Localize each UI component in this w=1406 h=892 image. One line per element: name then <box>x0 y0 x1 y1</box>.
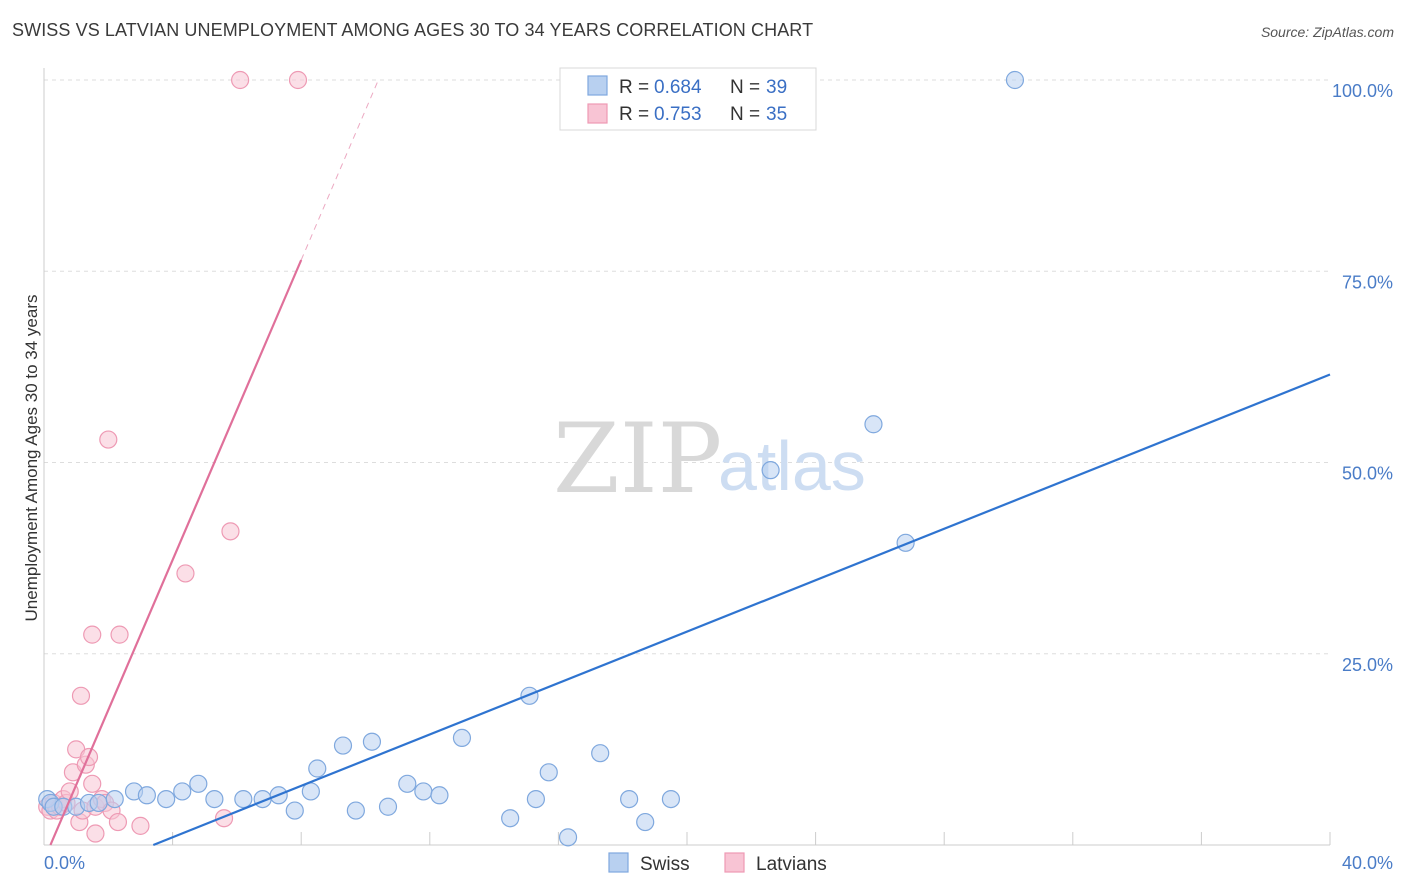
swiss-point-12 <box>189 774 208 793</box>
latvian-points <box>38 70 308 843</box>
latvian-point-30 <box>288 70 308 90</box>
swiss-trend-line <box>152 373 1331 847</box>
swiss-point-14 <box>234 789 253 809</box>
latvian-point-12 <box>71 686 91 705</box>
swiss-points <box>38 70 1025 847</box>
swiss-point-38 <box>864 415 883 434</box>
swiss-point-33 <box>591 744 610 763</box>
swiss-point-6 <box>89 793 108 813</box>
latvian-point-26 <box>176 564 195 583</box>
legend-swatch-latvians <box>587 103 608 124</box>
swiss-point-36 <box>661 789 681 809</box>
legend-n-value-latvians: 35 <box>766 104 787 125</box>
latvian-point-15 <box>83 774 102 793</box>
swiss-point-21 <box>346 801 365 820</box>
latvian-point-28 <box>221 522 240 541</box>
legend-box: R = 0.684 N = 39 R = 0.753 N = 35 <box>559 67 817 131</box>
swiss-point-11 <box>173 782 192 801</box>
bottom-legend-swatch-latvians <box>724 852 745 873</box>
y-tick-label-1: 50.0% <box>1342 464 1393 484</box>
latvian-point-23 <box>108 812 128 832</box>
y-axis-label: Unemployment Among Ages 30 to 34 years <box>22 295 41 622</box>
y-tick-labels: 25.0% 50.0% 75.0% 100.0% <box>1332 81 1393 675</box>
swiss-point-28 <box>501 809 520 828</box>
swiss-point-13 <box>205 789 224 809</box>
swiss-point-35 <box>636 812 655 832</box>
latvian-point-25 <box>131 816 150 835</box>
legend-r-value-swiss: 0.684 <box>654 77 702 98</box>
swiss-point-9 <box>137 786 156 805</box>
swiss-point-10 <box>157 789 176 809</box>
swiss-point-37 <box>761 461 780 480</box>
bottom-legend-label-swiss: Swiss <box>640 854 690 875</box>
swiss-point-24 <box>398 774 417 793</box>
latvian-point-29 <box>231 70 250 90</box>
chart-title: SWISS VS LATVIAN UNEMPLOYMENT AMONG AGES… <box>12 20 814 40</box>
swiss-point-30 <box>526 789 545 809</box>
trend-lines <box>49 79 1331 847</box>
legend-swatch-swiss <box>587 75 608 96</box>
legend-r-value-latvians: 0.753 <box>654 104 702 125</box>
axes <box>43 68 1331 846</box>
legend-n-label-latvians: N = <box>730 104 760 125</box>
swiss-point-19 <box>308 759 327 778</box>
y-tick-label-3: 100.0% <box>1332 81 1393 101</box>
latvian-point-24 <box>110 625 129 644</box>
y-tick-label-2: 75.0% <box>1342 272 1393 292</box>
x-tick-label-0: 0.0% <box>44 853 85 873</box>
y-tick-label-0: 25.0% <box>1342 655 1393 675</box>
swiss-point-20 <box>333 736 353 755</box>
swiss-point-27 <box>452 728 472 748</box>
x-tick-labels: 0.0% 40.0% <box>44 853 1393 873</box>
latvian-trend-extension <box>300 79 379 261</box>
watermark: ZIP atlas <box>553 403 866 515</box>
swiss-point-26 <box>430 786 449 805</box>
swiss-point-23 <box>378 797 398 816</box>
latvian-point-21 <box>99 430 118 449</box>
bottom-legend: Swiss Latvians <box>608 852 827 875</box>
swiss-point-17 <box>285 801 304 820</box>
legend-r-label-swiss: R = <box>619 77 649 98</box>
latvian-point-17 <box>83 625 102 644</box>
swiss-point-40 <box>1005 70 1025 90</box>
bottom-legend-label-latvians: Latvians <box>756 854 827 875</box>
swiss-point-34 <box>620 789 639 809</box>
swiss-point-7 <box>105 789 124 809</box>
swiss-point-29 <box>520 686 539 705</box>
latvian-point-18 <box>86 824 105 843</box>
bottom-legend-swatch-swiss <box>608 852 629 873</box>
swiss-point-31 <box>539 763 558 782</box>
latvian-trend-line <box>49 259 303 846</box>
swiss-point-25 <box>414 782 433 801</box>
legend-r-label-latvians: R = <box>619 104 649 125</box>
legend-n-label-swiss: N = <box>730 77 760 98</box>
watermark-zip: ZIP <box>553 403 722 515</box>
legend-n-value-swiss: 39 <box>766 77 787 98</box>
swiss-point-32 <box>558 828 578 847</box>
watermark-atlas: atlas <box>718 427 866 505</box>
x-tick-label-1: 40.0% <box>1342 853 1393 873</box>
swiss-point-22 <box>362 732 382 751</box>
source-label: Source: ZipAtlas.com <box>1260 24 1394 40</box>
grid-lines <box>44 79 1330 655</box>
